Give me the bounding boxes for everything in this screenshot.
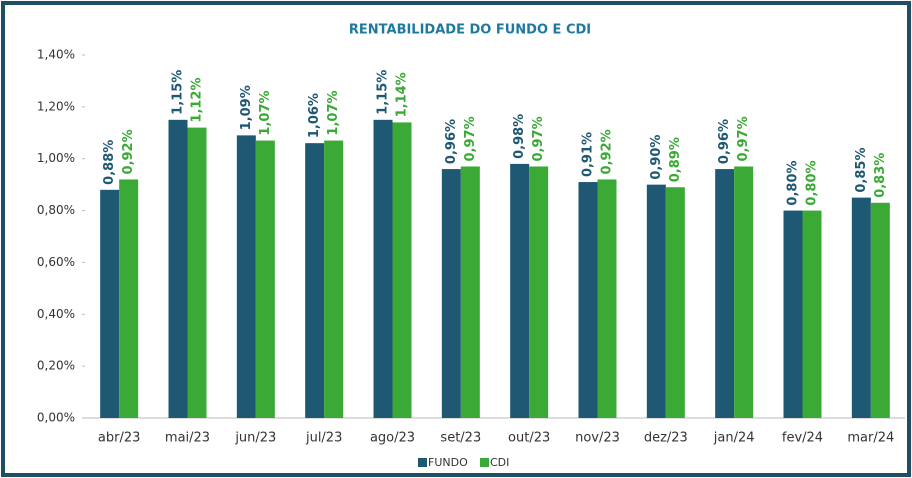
y-tick-label: 1,20%: [37, 99, 75, 113]
bar: [236, 135, 256, 418]
x-tick-label: set/23: [440, 431, 481, 446]
bar: [578, 182, 598, 418]
data-label: 1,07%: [326, 90, 341, 135]
data-label: 0,97%: [736, 116, 751, 161]
x-tick-label: mai/23: [165, 431, 210, 446]
data-label: 0,92%: [121, 129, 136, 174]
x-tick-label: out/23: [508, 431, 550, 446]
bar: [324, 140, 344, 419]
x-tick-label: nov/23: [575, 431, 620, 446]
data-label: 0,90%: [649, 135, 664, 180]
data-label: 1,06%: [307, 93, 322, 138]
bar: [851, 197, 871, 418]
bar: [597, 179, 617, 418]
y-tick-label: 0,00%: [37, 411, 75, 425]
bar: [802, 210, 822, 418]
bar: [734, 166, 754, 418]
legend-label: CDI: [490, 456, 509, 469]
bar: [665, 187, 685, 418]
legend-swatch: [418, 458, 427, 467]
data-label: 0,80%: [805, 160, 820, 205]
data-label: 0,92%: [600, 129, 615, 174]
bar: [305, 143, 325, 418]
data-label: 0,91%: [581, 132, 596, 177]
data-label: 0,96%: [444, 119, 459, 164]
data-label: 0,88%: [102, 140, 117, 185]
bar: [529, 166, 549, 418]
legend-label: FUNDO: [428, 456, 468, 469]
x-tick-label: jan/24: [713, 431, 755, 446]
data-label: 1,07%: [258, 90, 273, 135]
y-tick-label: 1,00%: [37, 151, 75, 165]
data-label: 1,15%: [376, 70, 391, 115]
bar: [119, 179, 139, 418]
y-tick-label: 0,20%: [37, 359, 75, 373]
data-label: 0,96%: [717, 119, 732, 164]
bar: [168, 119, 188, 419]
y-tick-label: 0,40%: [37, 307, 75, 321]
bar: [392, 122, 412, 419]
bar: [510, 163, 530, 418]
data-label: 1,09%: [239, 85, 254, 130]
data-label: 0,83%: [873, 153, 888, 198]
data-label: 1,15%: [171, 70, 186, 115]
bar: [373, 119, 393, 419]
y-tick-label: 0,80%: [37, 203, 75, 217]
chart-title: RENTABILIDADE DO FUNDO E CDI: [349, 23, 591, 38]
y-tick-label: 0,60%: [37, 255, 75, 269]
x-tick-label: jul/23: [305, 431, 342, 446]
bar: [100, 189, 120, 418]
x-tick-label: abr/23: [98, 431, 141, 446]
bar: [255, 140, 275, 419]
bar: [441, 169, 461, 418]
bar: [187, 127, 207, 418]
x-tick-label: ago/23: [370, 431, 415, 446]
x-tick-label: jun/23: [234, 431, 276, 446]
x-tick-label: fev/24: [782, 431, 823, 446]
bar: [783, 210, 803, 418]
data-label: 1,12%: [190, 77, 205, 122]
bar: [715, 169, 735, 418]
bar: [646, 184, 666, 418]
data-label: 0,89%: [668, 137, 683, 182]
legend-swatch: [480, 458, 489, 467]
y-tick-label: 1,40%: [37, 48, 75, 62]
bar: [460, 166, 480, 418]
data-label: 0,80%: [786, 160, 801, 205]
data-label: 0,97%: [531, 116, 546, 161]
x-tick-label: dez/23: [644, 431, 688, 446]
x-tick-label: mar/24: [847, 431, 894, 446]
data-label: 0,98%: [512, 114, 527, 159]
data-label: 0,85%: [854, 147, 869, 192]
bar: [870, 202, 890, 418]
data-label: 1,14%: [395, 72, 410, 117]
data-label: 0,97%: [463, 116, 478, 161]
